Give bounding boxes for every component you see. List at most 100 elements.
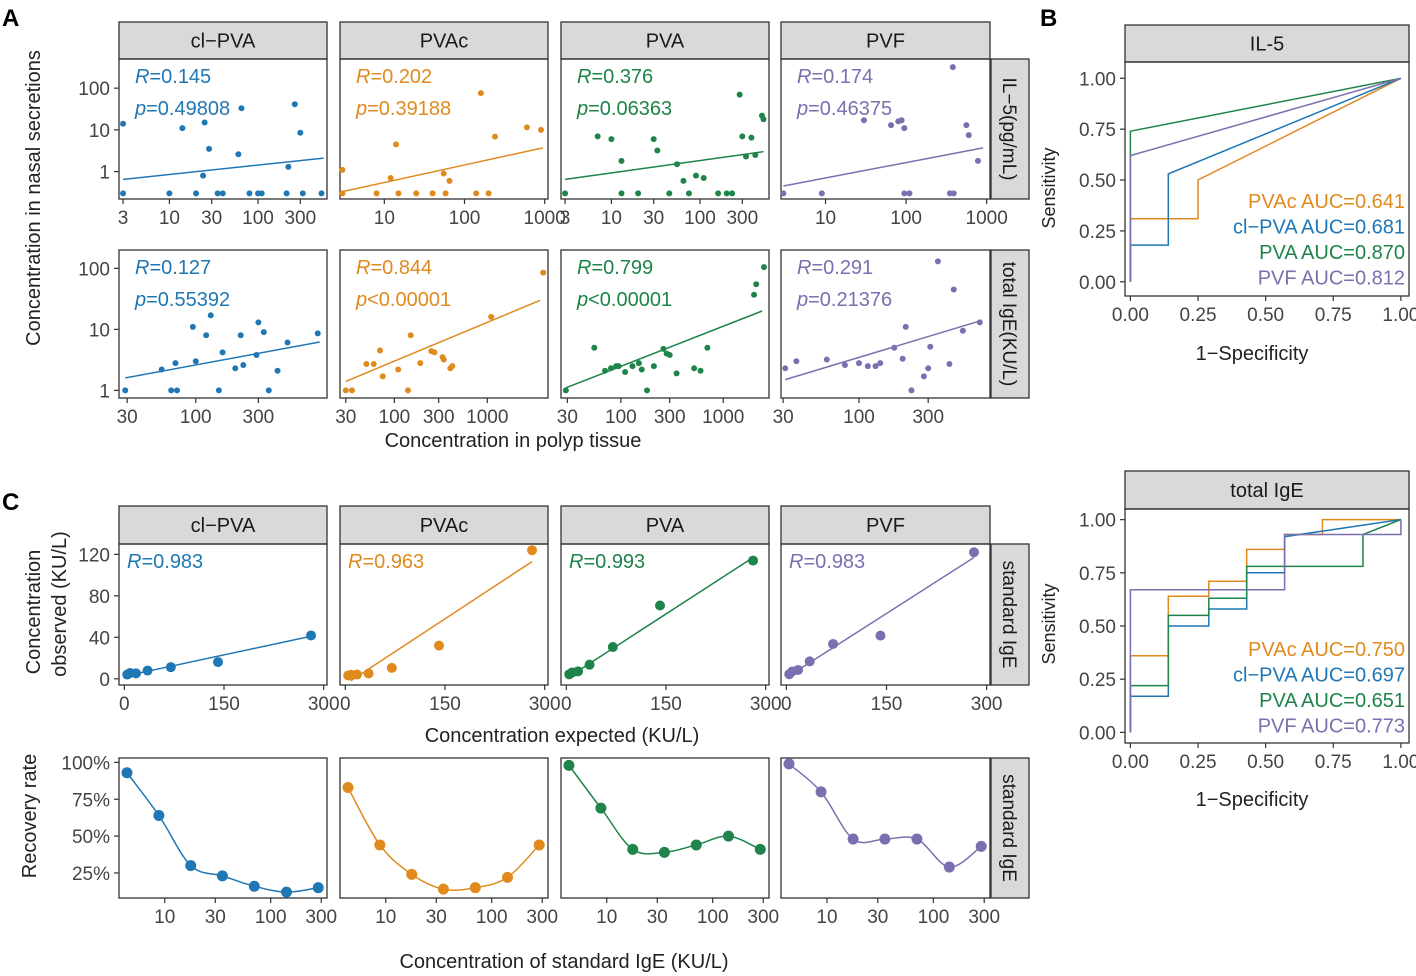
panel-a-row0-facet3-point-3 <box>888 122 895 129</box>
panel-a-strip-0-label: cl−PVA <box>191 31 256 53</box>
panel-a-strip-3-label: PVF <box>866 31 905 53</box>
panel-c-top-facet3-r-value: R=0.983 <box>789 551 865 573</box>
panel-a-row1-facet1-xtick-1: 100 <box>379 407 411 428</box>
panel-a-row0-facet1-xtick-1: 100 <box>449 208 481 229</box>
panel-a-row1-facet0-point-16 <box>260 329 267 336</box>
panel-a-row0-facet1-point-15 <box>523 124 530 131</box>
panel-c-top-strip-1 <box>339 505 549 545</box>
panel-c-top-facet1-point-6 <box>527 545 538 556</box>
panel-a-row1-facet3-point-2 <box>823 356 830 363</box>
panel-a-row1-facet1-point-16 <box>488 313 495 320</box>
panel-a-row0-facet3-xtick-1: 100 <box>890 208 922 229</box>
panel-a-row1-facet3-point-5 <box>864 363 871 370</box>
panel-c-top-facet-3 <box>780 543 991 686</box>
panel-a-row1-facet2-point-8 <box>635 360 642 367</box>
panel-a-row0-facet3-point-0 <box>780 190 787 197</box>
panel-a-row0-facet0-point-10 <box>235 151 242 158</box>
panel-a-row1-facet0-point-2 <box>168 387 175 394</box>
panel-a-row1-facet2-point-14 <box>666 352 673 359</box>
panel-a-row1-facet3-point-3 <box>841 362 848 369</box>
panel-a-row1-facet3-fit-line <box>784 319 982 381</box>
roc-ige-legend-0: PVAc AUC=0.750 <box>1248 639 1405 661</box>
panel-a-row1-facet3-point-14 <box>927 343 934 350</box>
panel-c-top-facet1-point-4 <box>386 662 397 673</box>
roc-il5-ytick-0: 0.00 <box>1079 273 1116 294</box>
panel-a-row1-ytick-1: 10 <box>89 320 110 341</box>
panel-c-bottom-facet2-xtick-1: 30 <box>647 907 668 928</box>
panel-c-top-facet1-point-2 <box>352 669 363 680</box>
panel-a-row1-facet2-xtick-1: 100 <box>605 407 637 428</box>
panel-a-row0-facet3-point-1 <box>818 190 825 197</box>
panel-c-bottom-facet1-point-3 <box>437 883 449 895</box>
panel-a-row0-facet0-xtick-0: 3 <box>118 208 129 229</box>
panel-a-row1-facet1-fit-line <box>345 299 541 383</box>
panel-c-top-xlabel: Concentration expected (KU/L) <box>425 725 700 747</box>
panel-a-row1-facet-2 <box>560 249 770 399</box>
panel-a-row0-facet0-point-15 <box>283 190 290 197</box>
panel-a-row0-facet0-point-9 <box>219 190 226 197</box>
panel-a-row0-facet3-point-2 <box>860 117 867 124</box>
panel-c-bottom-facet0-point-1 <box>153 809 165 821</box>
panel-a-row0-facet0-point-20 <box>318 190 325 197</box>
panel-c-bottom-facet1-xtick-3: 300 <box>526 907 558 928</box>
panel-c-top-facet-1 <box>339 543 549 686</box>
panel-a-row0-facet3-point-14 <box>974 157 981 164</box>
panel-a-row0-facet3-p-value: p=0.46375 <box>796 98 892 120</box>
panel-a-row0-facet0-fit-line <box>122 157 324 181</box>
panel-a-row1-facet2-xtick-3: 1000 <box>702 407 744 428</box>
panel-c-top-ytick-1: 40 <box>89 628 110 649</box>
roc-ige-curve-2 <box>1129 518 1402 733</box>
panel-a-row1-facet2-point-16 <box>691 365 698 372</box>
panel-a-row0-ytick-0: 100 <box>78 79 110 100</box>
panel-c-bottom-facet-3 <box>780 757 991 899</box>
panel-a-row1-facet3-point-9 <box>899 355 906 362</box>
panel-c-bottom-facet1-xtick-2: 100 <box>476 907 508 928</box>
panel-a-row0-facet0-r-value: R=0.145 <box>135 66 211 88</box>
panel-a-row1-facet0-point-18 <box>274 367 281 374</box>
panel-a-row0-facet2-point-2 <box>608 136 615 143</box>
panel-a-row1-facet3-p-value: p=0.21376 <box>796 289 892 311</box>
panel-a-row1-facet0-point-15 <box>255 319 262 326</box>
panel-c-top-facet3-point-4 <box>828 638 839 649</box>
roc-ige-ylabel: Sensitivity <box>1039 583 1059 664</box>
panel-c-bottom-facet0-xtick-3: 300 <box>305 907 337 928</box>
panel-a-row1-facet1-xtick-2: 300 <box>423 407 455 428</box>
panel-a-row0-facet1-xtick-0: 10 <box>374 208 395 229</box>
panel-a-row0-facet2-point-15 <box>723 190 730 197</box>
panel-c-bottom-facet2-point-0 <box>563 759 575 771</box>
panel-a-row0-facet0-point-7 <box>206 145 213 152</box>
panel-c-bottom-xlabel: Concentration of standard IgE (KU/L) <box>399 951 728 973</box>
panel-a-row0-facet3-point-12 <box>963 122 970 129</box>
panel-a-row0-facet2-xtick-2: 30 <box>643 208 664 229</box>
panel-c-top-facet2-point-4 <box>607 642 618 653</box>
panel-a-row1-facet0-r-value: R=0.127 <box>135 257 211 279</box>
roc-ige-legend-2: PVA AUC=0.651 <box>1259 690 1405 712</box>
panel-letter-b: B <box>1040 5 1057 32</box>
panel-a-row0-facet2-point-17 <box>739 133 746 140</box>
panel-a-row0-facet-3 <box>780 58 991 200</box>
roc-il5-ylabel: Sensitivity <box>1039 147 1059 228</box>
panel-c-top-facet0-point-4 <box>165 662 176 673</box>
roc-il5-strip <box>1124 24 1410 63</box>
roc-ige-ytick-0: 0.00 <box>1079 723 1116 744</box>
panel-a-row1-facet1-point-15 <box>449 363 456 370</box>
panel-a-row1-facet1-point-5 <box>379 373 386 380</box>
panel-a-row-strip-0 <box>990 58 1030 200</box>
panel-a-row1-facet2-point-18 <box>704 344 711 351</box>
panel-c-top-facet0-r-value: R=0.983 <box>127 551 203 573</box>
panel-a-row0-facet1-point-0 <box>339 166 346 173</box>
panel-a-row0-facet2-point-7 <box>654 147 661 154</box>
roc-il5-curve-3 <box>1129 77 1402 282</box>
panel-c-bottom-ylabel: Recovery rate <box>19 754 41 879</box>
panel-c-top-facet0-point-3 <box>142 665 153 676</box>
panel-a-row1-facet1-point-2 <box>363 361 370 368</box>
panel-a-row0-facet1-point-5 <box>395 190 402 197</box>
panel-a-row1-facet1-point-9 <box>417 360 424 367</box>
panel-c-top-strip-2-label: PVA <box>646 515 685 537</box>
panel-c-top-facet2-point-3 <box>584 659 595 670</box>
panel-c-top-facet0-fit-line <box>124 635 312 677</box>
panel-a-row1-facet1-xtick-0: 30 <box>335 407 356 428</box>
panel-a-row1-ytick-0: 100 <box>78 259 110 280</box>
panel-a-row0-facet2-xtick-1: 10 <box>601 208 622 229</box>
panel-a-row0-facet1-point-12 <box>477 90 484 97</box>
